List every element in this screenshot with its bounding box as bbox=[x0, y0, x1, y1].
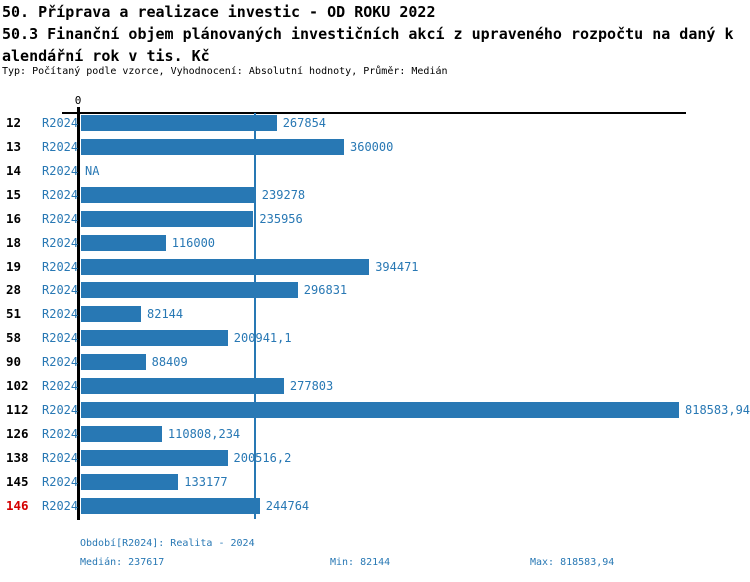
row-series-label: R2024 bbox=[42, 450, 79, 465]
row-series-label: R2024 bbox=[42, 427, 79, 441]
value-label: 82144 bbox=[147, 307, 184, 322]
value-bar bbox=[81, 282, 298, 299]
row-id-label: 15 bbox=[6, 186, 22, 202]
row-series-label: R2024 bbox=[42, 403, 79, 417]
row-series-label: R2024 bbox=[42, 163, 79, 178]
value-bar bbox=[81, 330, 228, 347]
value-bar bbox=[81, 473, 179, 490]
row-series-label: R2024 bbox=[42, 307, 79, 322]
row-series-label: R2024 bbox=[42, 474, 79, 489]
axis-zero-label: 0 bbox=[74, 94, 82, 107]
value-label: 244764 bbox=[265, 498, 310, 513]
chart-row-138: 138 R2024 200516,2 bbox=[0, 448, 750, 472]
chart-row-13: 13 R2024 360000 bbox=[0, 137, 750, 161]
chart-row-90: 90 R2024 88409 bbox=[0, 352, 750, 376]
chart-row-51: 51 R2024 82144 bbox=[0, 304, 750, 328]
row-id-label: 145 bbox=[6, 473, 29, 489]
footer-max-label: Max: 818583,94 bbox=[530, 557, 615, 568]
row-series-label: R2024 bbox=[42, 355, 79, 370]
row-series-label: R2024 bbox=[42, 235, 79, 250]
value-label: 277803 bbox=[289, 379, 334, 394]
value-bar bbox=[81, 354, 146, 371]
value-label: 818583,94 bbox=[685, 403, 750, 417]
row-id-label: 102 bbox=[6, 378, 29, 394]
row-id-label: 16 bbox=[6, 210, 22, 226]
chart-title-line3: alendářní rok v tis. Kč bbox=[2, 47, 210, 65]
row-series-label: R2024 bbox=[42, 283, 79, 298]
value-bar bbox=[81, 426, 162, 442]
row-series-label: R2024 bbox=[42, 498, 79, 513]
row-id-label: 12 bbox=[6, 115, 22, 130]
value-label: 394471 bbox=[375, 259, 419, 274]
row-series-label: R2024 bbox=[42, 116, 79, 130]
row-id-label: 18 bbox=[6, 234, 22, 250]
footer-median-label: Medián: 237617 bbox=[80, 557, 165, 568]
row-id-label: 14 bbox=[6, 162, 22, 178]
value-bar bbox=[81, 306, 141, 323]
footer-period-label: Období[R2024]: Realita - 2024 bbox=[80, 538, 255, 549]
value-bar bbox=[81, 210, 254, 227]
row-series-label: R2024 bbox=[42, 259, 79, 274]
value-bar bbox=[81, 186, 256, 203]
value-bar bbox=[81, 234, 166, 251]
row-id-label: 13 bbox=[6, 138, 22, 154]
value-label: 267854 bbox=[282, 116, 327, 130]
value-label: 296831 bbox=[303, 283, 348, 298]
value-label: 239278 bbox=[261, 187, 306, 202]
value-label: 116000 bbox=[171, 235, 216, 250]
value-label: NA bbox=[85, 163, 100, 178]
value-label: 235956 bbox=[259, 211, 303, 226]
footer-min-label: Min: 82144 bbox=[330, 557, 391, 568]
chart-row-12: 12 R2024 267854 bbox=[0, 113, 750, 137]
value-bar bbox=[81, 138, 344, 155]
chart-row-126: 126 R2024 110808,234 bbox=[0, 424, 750, 448]
value-bar bbox=[81, 378, 284, 395]
chart-row-112: 112 R2024 818583,94 bbox=[0, 400, 750, 424]
chart-meta-line: Typ: Počítaný podle vzorce, Vyhodnocení:… bbox=[2, 66, 448, 77]
x-axis-line bbox=[62, 112, 686, 114]
row-series-label: R2024 bbox=[42, 187, 79, 202]
row-id-label: 19 bbox=[6, 258, 22, 274]
chart-row-146: 146 R2024 244764 bbox=[0, 496, 750, 520]
row-series-label: R2024 bbox=[42, 331, 79, 346]
value-label: 360000 bbox=[350, 139, 394, 154]
y-axis-line bbox=[77, 107, 80, 520]
row-id-label: 112 bbox=[6, 402, 29, 417]
value-label: 200941,1 bbox=[233, 331, 292, 346]
row-id-label: 90 bbox=[6, 354, 22, 370]
value-bar bbox=[81, 402, 679, 418]
chart-row-19: 19 R2024 394471 bbox=[0, 257, 750, 281]
chart-row-28: 28 R2024 296831 bbox=[0, 280, 750, 304]
chart-row-18: 18 R2024 116000 bbox=[0, 233, 750, 257]
row-id-label: 138 bbox=[6, 449, 29, 465]
value-bar bbox=[81, 497, 260, 514]
row-id-label: 58 bbox=[6, 330, 22, 346]
chart-row-58: 58 R2024 200941,1 bbox=[0, 328, 750, 352]
value-label: 110808,234 bbox=[167, 427, 241, 441]
median-line bbox=[254, 113, 256, 519]
chart-row-14: 14 R2024 NA bbox=[0, 161, 750, 185]
value-label: 200516,2 bbox=[233, 450, 292, 465]
row-id-label: 146 bbox=[6, 497, 29, 513]
value-label: 133177 bbox=[184, 474, 228, 489]
chart-row-15: 15 R2024 239278 bbox=[0, 185, 750, 209]
row-series-label: R2024 bbox=[42, 139, 79, 154]
chart-row-145: 145 R2024 133177 bbox=[0, 472, 750, 496]
row-id-label: 28 bbox=[6, 282, 22, 298]
row-series-label: R2024 bbox=[42, 211, 79, 226]
value-bar bbox=[81, 449, 228, 466]
row-id-label: 126 bbox=[6, 426, 29, 441]
row-id-label: 51 bbox=[6, 306, 22, 322]
value-label: 88409 bbox=[151, 355, 188, 370]
chart-row-102: 102 R2024 277803 bbox=[0, 376, 750, 400]
value-bar bbox=[81, 115, 277, 131]
chart-title-line1: 50. Příprava a realizace investic - OD R… bbox=[2, 3, 436, 21]
chart-title-line2: 50.3 Finanční objem plánovaných investič… bbox=[2, 25, 734, 43]
row-series-label: R2024 bbox=[42, 379, 79, 394]
chart-row-16: 16 R2024 235956 bbox=[0, 209, 750, 233]
value-bar bbox=[81, 258, 370, 275]
